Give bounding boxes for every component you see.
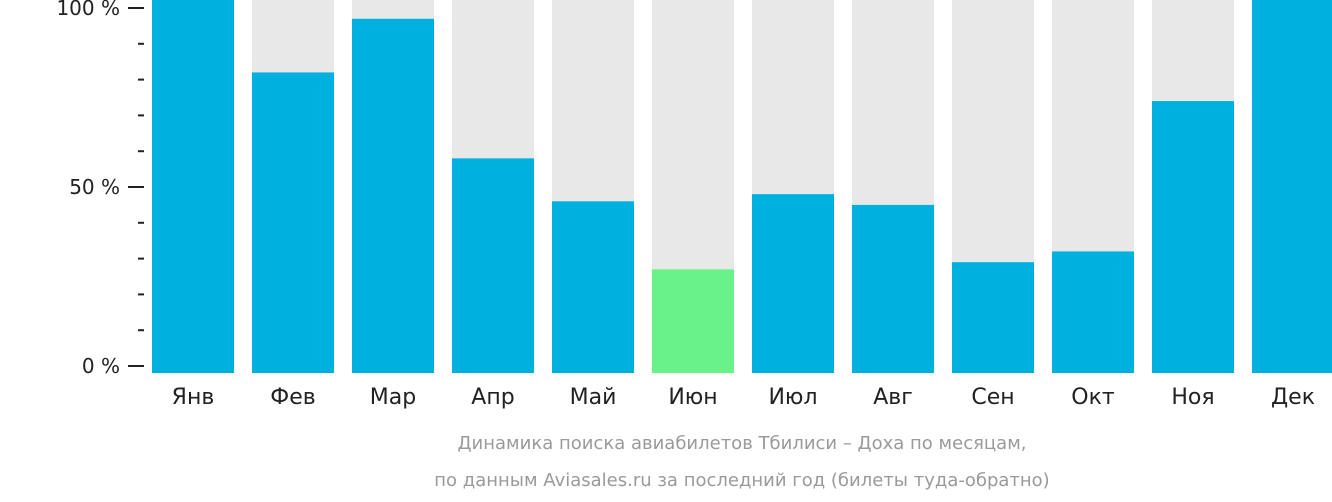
x-tick-label-7: Авг <box>873 385 913 410</box>
x-tick-label-6: Июл <box>768 385 817 410</box>
bar-6 <box>752 194 834 373</box>
bar-2 <box>352 18 434 374</box>
bar-0 <box>152 0 234 373</box>
x-tick-label-1: Фев <box>270 385 315 410</box>
x-tick-label-2: Мар <box>370 385 416 410</box>
x-tick-label-11: Дек <box>1271 385 1315 410</box>
bar-10 <box>1152 101 1234 373</box>
chart-caption-line-1: Динамика поиска авиабилетов Тбилиси – До… <box>457 433 1026 454</box>
y-tick-label-2: 100 % <box>56 0 120 20</box>
bar-8 <box>952 262 1034 373</box>
x-tick-label-0: Янв <box>172 385 215 410</box>
chart-caption-line-2: по данным Aviasales.ru за последний год … <box>434 470 1049 491</box>
value-bars <box>152 0 1332 374</box>
bar-9 <box>1052 251 1134 373</box>
bar-1 <box>252 72 334 373</box>
bar-5 <box>652 269 734 373</box>
y-axis: 0 % 50 % 100 % <box>56 0 144 378</box>
x-axis-labels: Янв Фев Мар Апр Май Июн Июл Авг Сен Окт Ноя Дек <box>172 385 1315 410</box>
y-tick-label-0: 0 % <box>82 354 120 378</box>
x-tick-label-4: Май <box>570 385 617 410</box>
x-tick-label-10: Ноя <box>1171 385 1214 410</box>
bar-3 <box>452 158 534 373</box>
x-tick-label-9: Окт <box>1071 385 1115 410</box>
x-tick-label-5: Июн <box>668 385 717 410</box>
bar-11 <box>1252 0 1332 373</box>
x-tick-label-3: Апр <box>471 385 514 410</box>
x-tick-label-8: Сен <box>971 385 1014 410</box>
y-tick-label-1: 50 % <box>69 175 120 199</box>
bar-7 <box>852 204 934 373</box>
bar-4 <box>552 201 634 373</box>
